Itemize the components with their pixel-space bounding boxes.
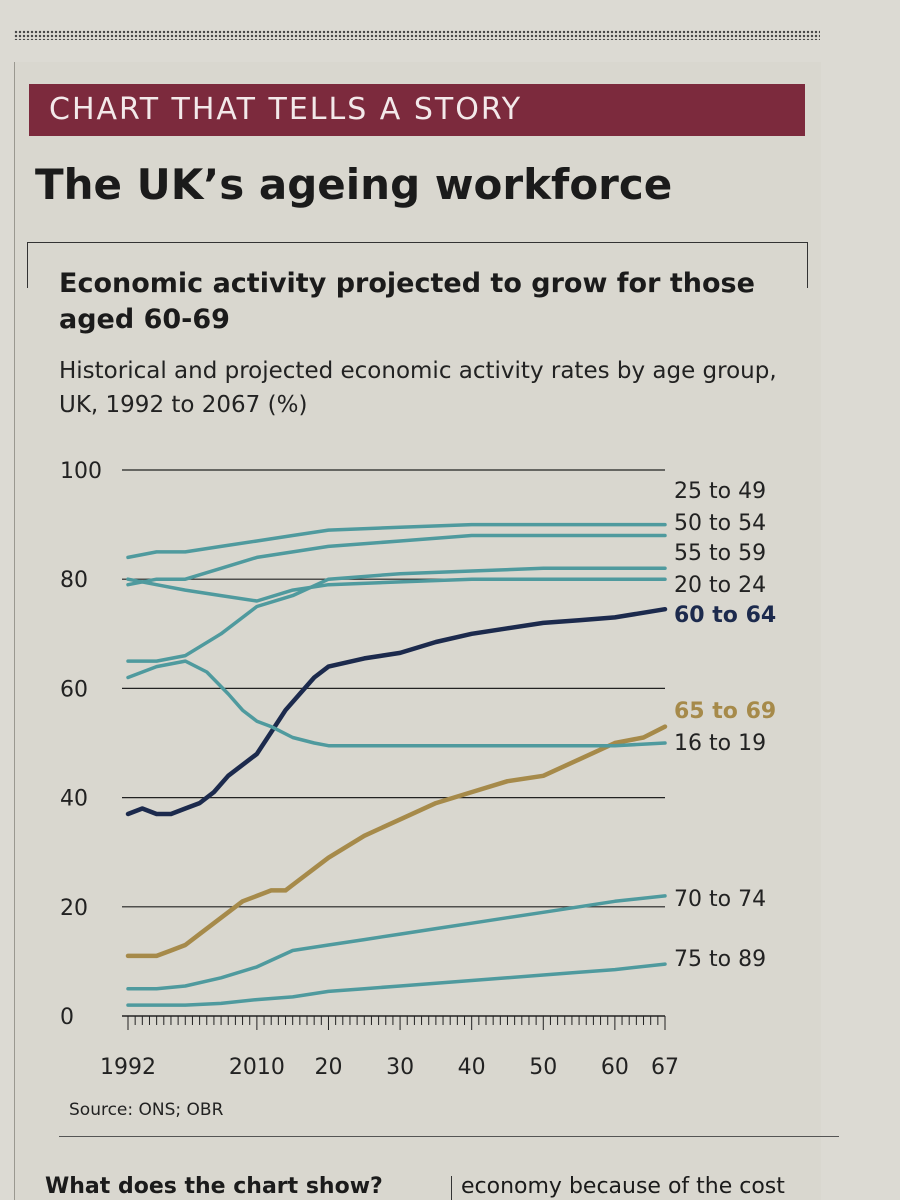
headline: The UK’s ageing workforce [35,160,673,209]
series-end-label: 65 to 69 [674,699,776,724]
frame-rule-right [807,242,808,288]
chart-source: Source: ONS; OBR [69,1100,224,1120]
x-tick-label: 1992 [100,1055,156,1080]
series-line [125,724,668,959]
series-end-label: 25 to 49 [674,479,766,504]
footer-text: economy because of the cost [461,1174,785,1199]
x-tick-label: 67 [651,1055,679,1080]
series-line [126,659,667,748]
bottom-rule [59,1136,839,1137]
frame-rule-left [27,242,28,288]
series-end-label: 60 to 64 [674,603,776,628]
x-tick-label: 40 [458,1055,486,1080]
frame-rule [27,242,807,243]
y-tick-label: 80 [60,568,88,593]
chart-title: Economic activity projected to grow for … [59,268,755,335]
series-line [125,606,668,817]
x-tick-label: 30 [386,1055,414,1080]
series-end-label: 50 to 54 [674,511,766,536]
series-line [126,894,667,991]
series-line [126,533,667,587]
column-separator [451,1176,452,1200]
footer-heading: What does the chart show? [45,1174,383,1199]
chart-subtitle: Historical and projected economic activi… [59,358,777,418]
series-end-label: 16 to 19 [674,731,766,756]
y-tick-label: 60 [60,677,88,702]
x-tick-label: 60 [601,1055,629,1080]
newspaper-panel: CHART THAT TELLS A STORY The UK’s ageing… [14,62,839,1200]
y-tick-label: 0 [60,1005,74,1030]
series-line [126,522,667,560]
x-tick-label: 20 [314,1055,342,1080]
section-banner: CHART THAT TELLS A STORY [29,84,805,136]
series-end-label: 70 to 74 [674,887,766,912]
series-end-label: 55 to 59 [674,541,766,566]
y-tick-label: 100 [60,459,102,484]
x-tick-label: 2010 [229,1055,285,1080]
dotted-border [14,30,820,40]
y-tick-label: 40 [60,787,88,812]
series-end-label: 20 to 24 [674,573,766,598]
series-line [126,962,667,1007]
series-line [126,577,667,603]
series-end-label: 75 to 89 [674,947,766,972]
x-tick-label: 50 [529,1055,557,1080]
y-tick-label: 20 [60,896,88,921]
